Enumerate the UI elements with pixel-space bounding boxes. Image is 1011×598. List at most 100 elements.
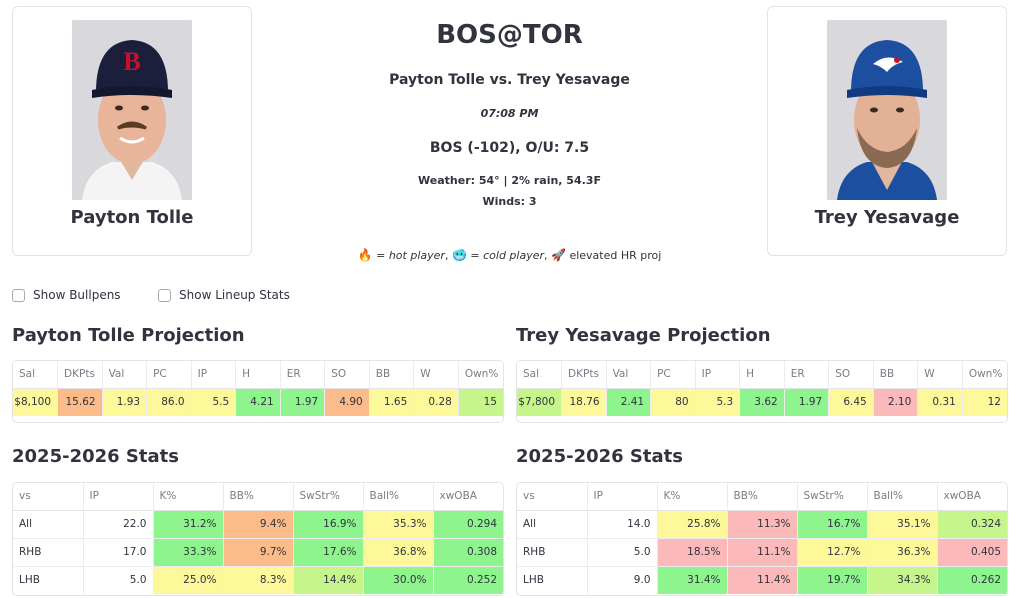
away-stats-title: 2025-2026 Stats [12,446,179,467]
table-cell: 14.0 [587,510,658,539]
column-header: Ball% [867,483,938,511]
home-pitcher-card: Trey Yesavage [767,6,1007,256]
row-label: RHB [13,538,84,567]
row-label: All [517,510,588,539]
table-cell: 0.308 [433,538,503,567]
column-header: Sal [517,361,563,389]
table-cell: 33.3% [153,538,224,567]
away-pitcher-photo: B [72,20,192,200]
away-pitcher-card: B Payton Tolle [12,6,252,256]
table-cell: 9.7% [223,538,294,567]
show-lineup-stats-label: Show Lineup Stats [179,288,290,302]
table-cell: 0.31 [917,388,963,416]
column-header: BB [369,361,415,389]
table-cell: 15 [458,388,503,416]
legend-hot-text: = hot player [376,249,445,262]
table-cell: 12.7% [797,538,868,567]
column-header: ER [280,361,326,389]
away-projection-table: Sal DKPts Val PC IP H ER SO BB W Own% $8,100 15.62 1.… [12,360,504,423]
column-header: SwStr% [797,483,868,511]
column-header: Val [102,361,148,389]
home-stats-title: 2025-2026 Stats [516,446,683,467]
home-projection-title: Trey Yesavage Projection [516,325,771,346]
table-row: All 14.0 25.8% 11.3% 16.7% 35.1% 0.324 [517,510,1007,539]
home-stats-table: vs IP K% BB% SwStr% Ball% xwOBA All 14.0 25.8% 11.… [516,482,1008,596]
table-cell: 5.0 [83,566,154,594]
legend-hr-text: elevated HR proj [569,249,662,262]
column-header: BB% [223,483,294,511]
table-cell: 6.45 [828,388,874,416]
table-cell: 9.4% [223,510,294,539]
table-cell: 3.62 [739,388,785,416]
column-header: W [413,361,459,389]
table-cell: 5.5 [191,388,237,416]
checkbox-box[interactable] [158,288,171,302]
show-bullpens-label: Show Bullpens [33,288,121,302]
row-label: All [13,510,84,539]
winds-line: Winds: 3 [482,195,537,208]
table-cell: 36.3% [867,538,938,567]
table-cell: 80 [650,388,696,416]
table-cell: 0.405 [937,538,1007,567]
table-cell: 12 [962,388,1007,416]
table-row: $8,100 15.62 1.93 86.0 5.5 4.21 1.97 4.90 1.65 0.… [13,388,503,416]
row-label: LHB [13,566,84,594]
fire-icon: 🔥 [357,248,373,262]
row-label: LHB [517,566,588,594]
column-header: IP [191,361,237,389]
column-header: Ball% [363,483,434,511]
table-cell: 31.2% [153,510,224,539]
column-header: BB [873,361,919,389]
column-header: ER [784,361,830,389]
table-cell: 30.0% [363,566,434,594]
table-cell: 18.76 [561,388,607,416]
table-cell: 11.4% [727,566,798,594]
column-header: PC [146,361,192,389]
column-header: xwOBA [433,483,503,511]
column-header: xwOBA [937,483,1007,511]
table-cell: 0.262 [937,566,1007,594]
table-cell: 35.3% [363,510,434,539]
column-header: IP [587,483,658,511]
table-row: RHB 17.0 33.3% 9.7% 17.6% 36.8% 0.308 [13,538,503,567]
table-cell: 86.0 [146,388,192,416]
table-cell: 17.6% [293,538,364,567]
matchup-title: BOS@TOR [436,20,583,50]
column-header: vs [13,483,84,511]
column-header: SO [828,361,874,389]
cold-face-icon: 🥶 [451,248,467,262]
table-row: LHB 9.0 31.4% 11.4% 19.7% 34.3% 0.262 [517,566,1007,594]
column-header: SO [324,361,370,389]
away-cap-crown [96,40,168,92]
weather-line: Weather: 54° | 2% rain, 54.3F [418,174,601,187]
away-cap-brim [92,86,172,98]
table-cell: 14.4% [293,566,364,594]
show-bullpens-checkbox[interactable]: Show Bullpens [12,288,121,302]
table-cell: 4.21 [235,388,281,416]
table-cell: 1.97 [280,388,326,416]
table-cell: 36.8% [363,538,434,567]
show-lineup-stats-checkbox[interactable]: Show Lineup Stats [158,288,290,302]
game-time: 07:08 PM [480,107,539,120]
column-header: Val [606,361,652,389]
table-cell: 2.10 [873,388,919,416]
column-header: H [235,361,281,389]
table-row: $7,800 18.76 2.41 80 5.3 3.62 1.97 6.45 2.10 0.31… [517,388,1007,416]
table-cell: 25.8% [657,510,728,539]
table-cell: 31.4% [657,566,728,594]
row-label: RHB [517,538,588,567]
table-cell: 11.1% [727,538,798,567]
home-pitcher-name: Trey Yesavage [814,207,960,228]
table-cell: 11.3% [727,510,798,539]
table-cell: 5.3 [695,388,741,416]
column-header: PC [650,361,696,389]
column-header: SwStr% [293,483,364,511]
away-stats-table: vs IP K% BB% SwStr% Ball% xwOBA All 22.0 31.2% 9.4… [12,482,504,596]
table-cell: 0.324 [937,510,1007,539]
table-cell: 1.65 [369,388,415,416]
table-cell: 15.62 [57,388,103,416]
checkbox-box[interactable] [12,288,25,302]
column-header: Own% [458,361,503,389]
table-cell: 22.0 [83,510,154,539]
legend: 🔥 = hot player, 🥶 = cold player, 🚀 eleva… [357,248,662,262]
